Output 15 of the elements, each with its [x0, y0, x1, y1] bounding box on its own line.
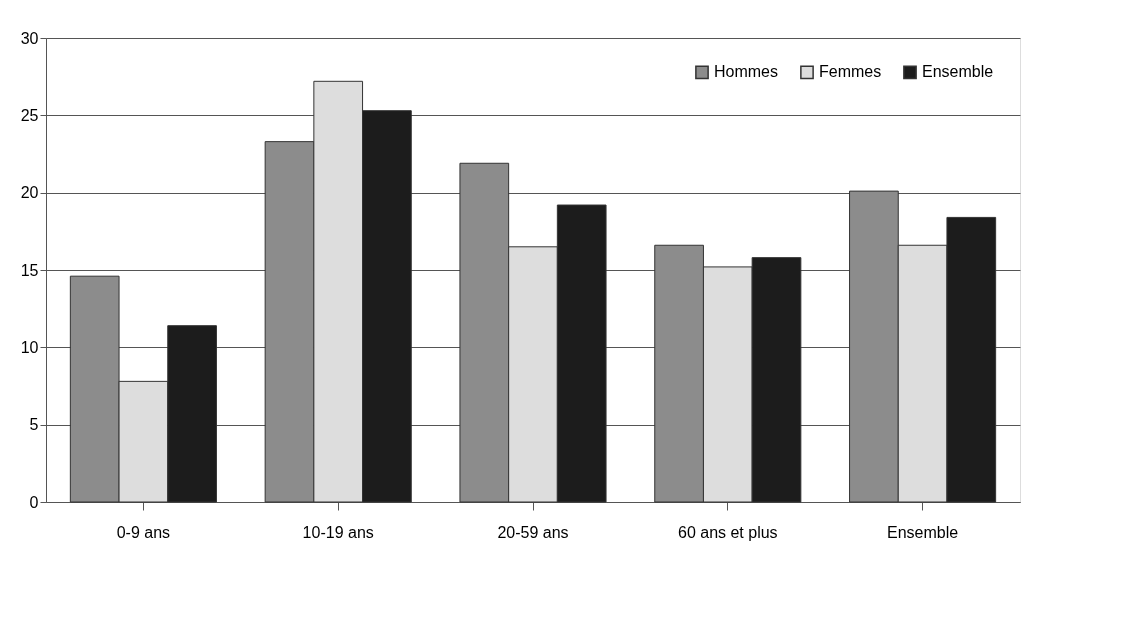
legend-label: Hommes — [714, 63, 779, 81]
y-tick-label: 5 — [29, 416, 39, 434]
y-tick-label: 10 — [20, 338, 39, 356]
y-tick-label: 30 — [20, 29, 39, 47]
legend-label: Femmes — [819, 63, 882, 81]
y-tick-label: 25 — [20, 106, 39, 124]
y-tick-label: 20 — [20, 184, 39, 202]
x-tick-label: 60 ans et plus — [677, 523, 778, 541]
y-tick-label: 0 — [29, 493, 39, 511]
x-tick-label: 20-59 ans — [497, 523, 569, 541]
x-tick-label: 10-19 ans — [302, 523, 374, 541]
x-tick-label: 0-9 ans — [116, 523, 171, 541]
x-tick-label: Ensemble — [887, 523, 959, 541]
legend-label: Ensemble — [922, 63, 994, 81]
y-tick-label: 15 — [20, 261, 39, 279]
